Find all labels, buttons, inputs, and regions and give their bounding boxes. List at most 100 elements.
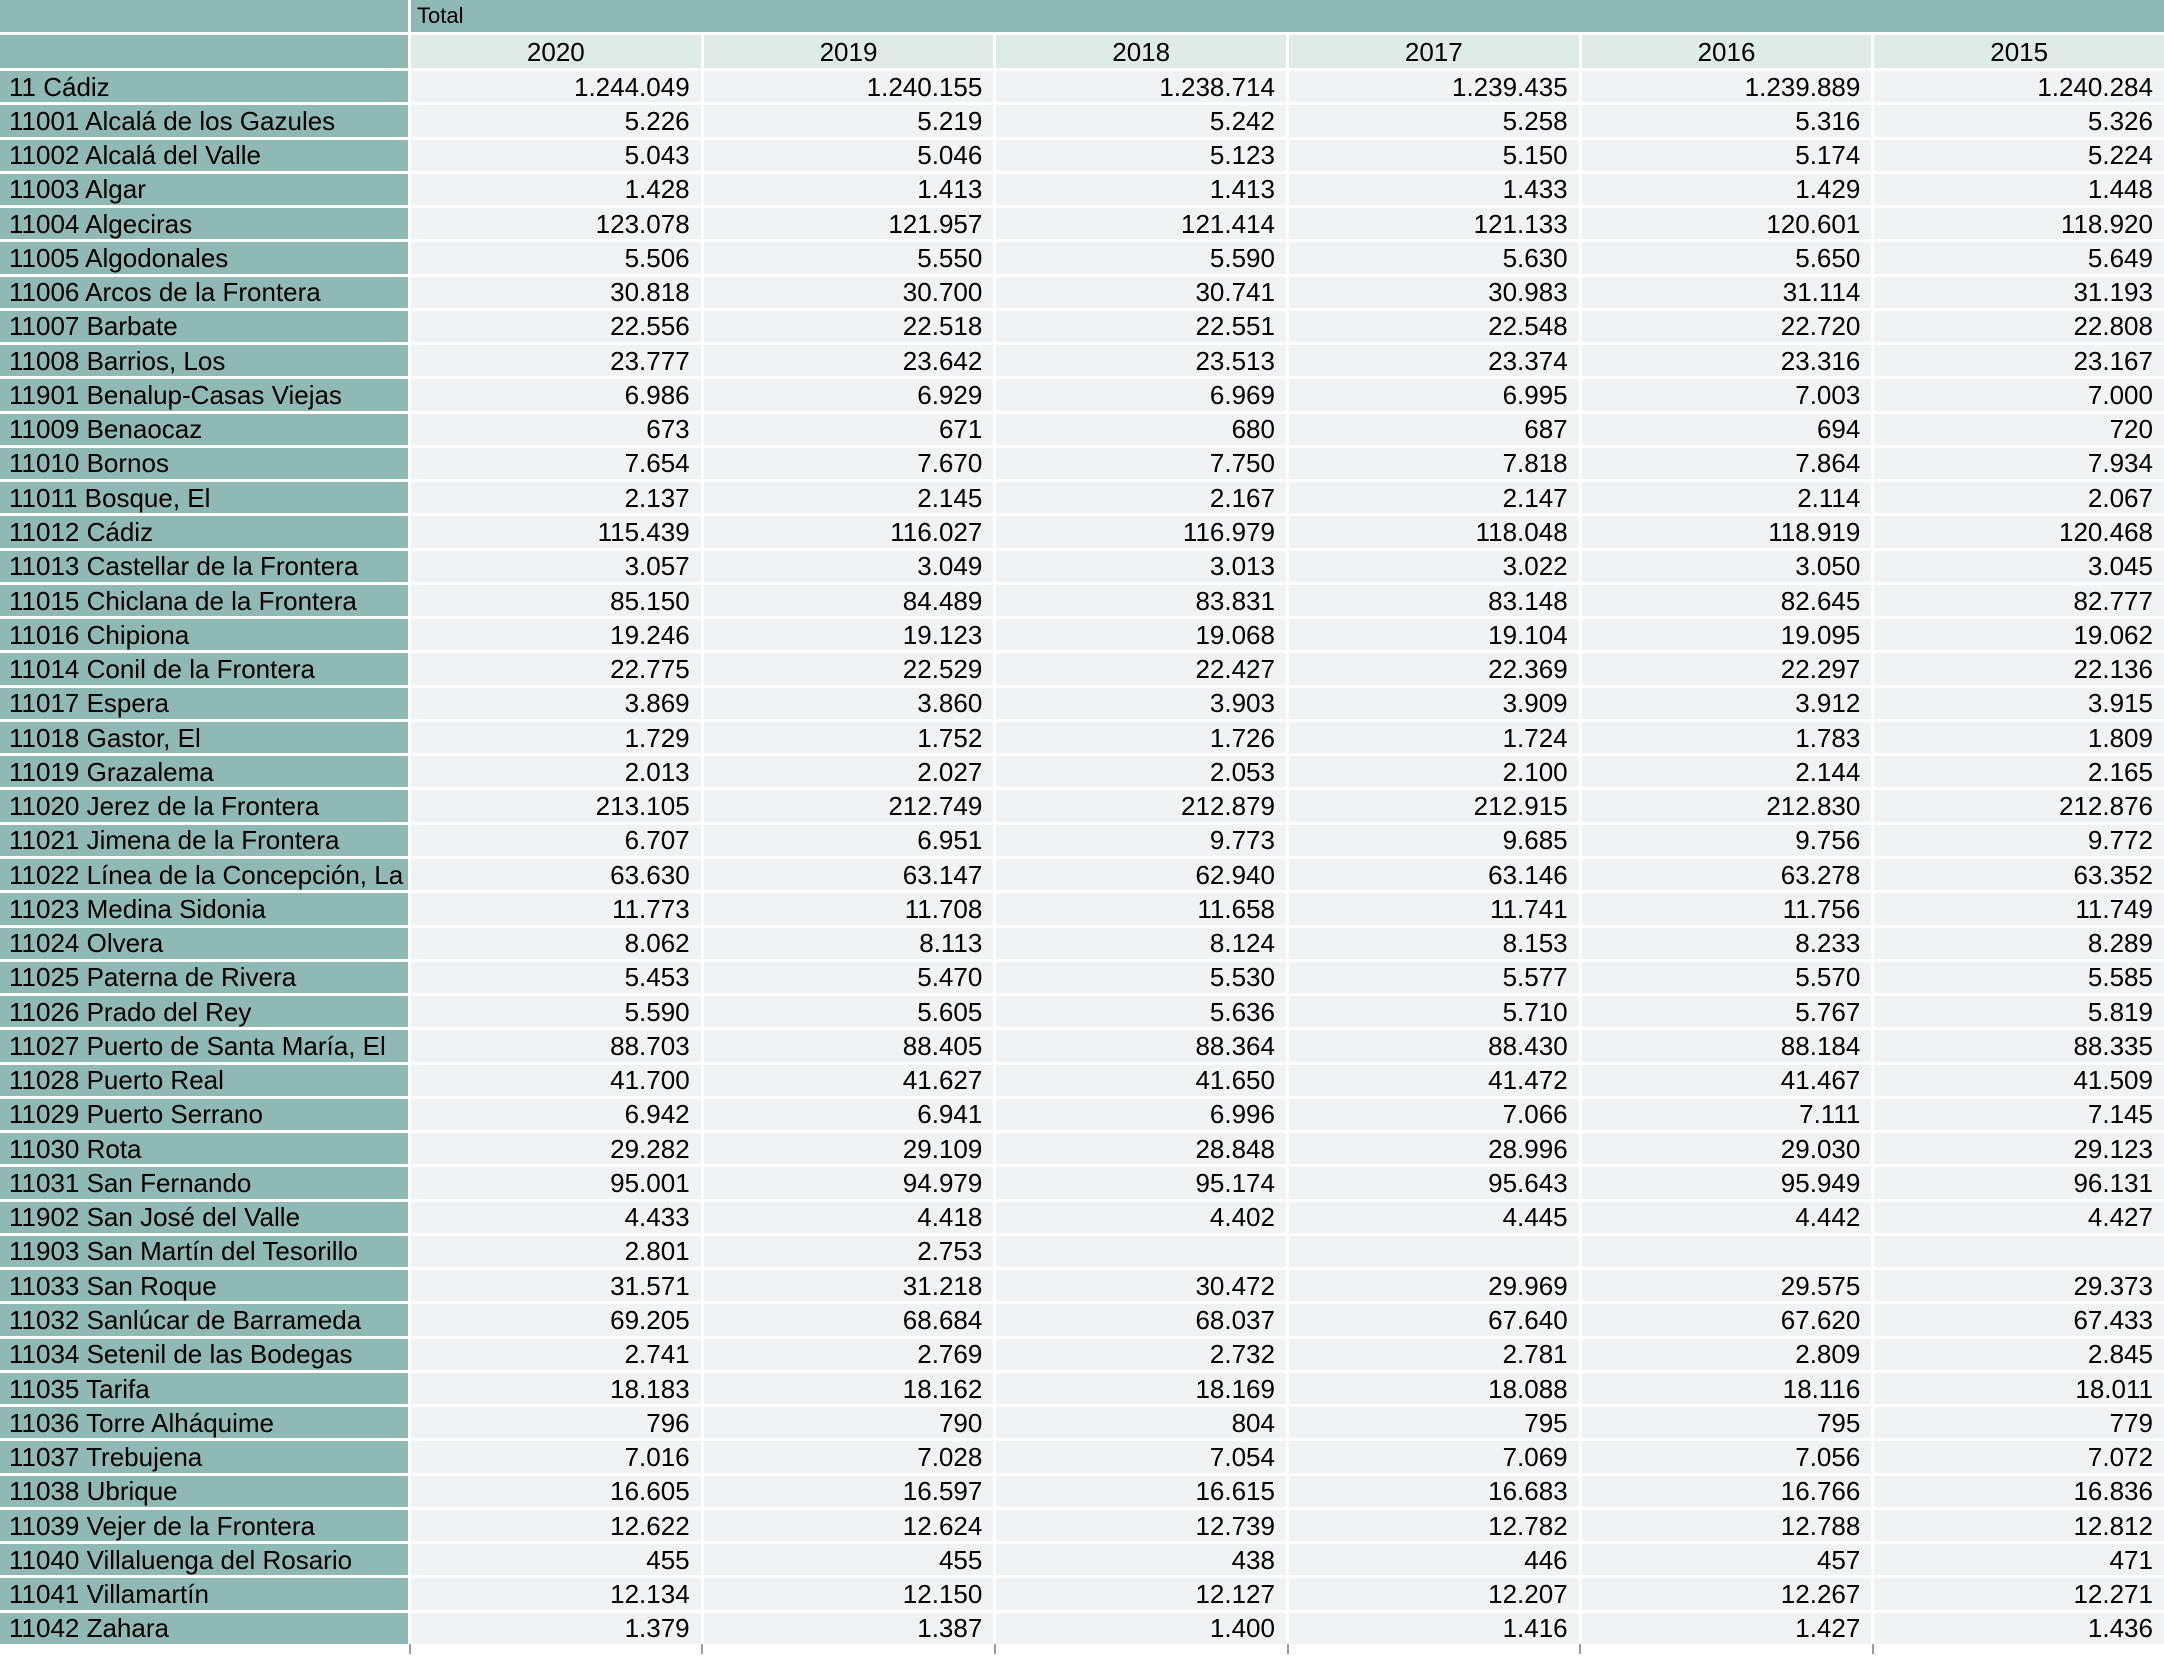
value-cell: 5.242 [996,105,1286,137]
value-cell: 29.123 [1874,1133,2164,1165]
value-cell: 120.468 [1874,516,2164,548]
value-cell: 3.912 [1581,687,1872,719]
value-cell: 2.100 [1288,756,1579,788]
value-cell: 5.123 [996,139,1286,171]
corner-cell [0,0,408,32]
value-cell: 11.658 [996,893,1286,925]
municipality-name-cell: 11035 Tarifa [0,1372,408,1405]
value-cell: 212.876 [1874,790,2164,822]
value-cell: 1.726 [996,721,1286,754]
value-cell: 82.777 [1874,584,2164,617]
value-cell: 12.207 [1288,1578,1579,1610]
value-cell: 11.749 [1874,893,2164,925]
value-cell: 6.707 [411,824,701,856]
value-cell: 18.088 [1288,1372,1579,1405]
value-cell [996,1235,1286,1268]
value-cell: 84.489 [703,584,994,617]
value-cell: 118.048 [1288,516,1579,548]
municipality-name-cell: 11010 Bornos [0,447,408,480]
value-cell: 5.605 [703,996,994,1028]
municipality-name-cell: 11001 Alcalá de los Gazules [0,105,408,137]
value-cell: 67.433 [1874,1304,2164,1336]
municipality-name-cell: 11029 Puerto Serrano [0,1098,408,1131]
value-cell: 12.622 [411,1509,701,1542]
value-cell: 41.467 [1581,1064,1872,1096]
value-cell: 7.054 [996,1441,1286,1473]
value-cell: 116.979 [996,516,1286,548]
municipality-name-cell: 11009 Benaocaz [0,413,408,445]
value-cell: 8.062 [411,927,701,959]
municipality-name-cell: 11007 Barbate [0,310,408,343]
value-cell: 41.509 [1874,1064,2164,1096]
column-tick [701,1644,704,1654]
value-cell: 5.043 [411,139,701,171]
value-cell: 5.577 [1288,961,1579,994]
value-cell: 67.640 [1288,1304,1579,1336]
municipality-name-cell: 11020 Jerez de la Frontera [0,790,408,822]
value-cell: 790 [703,1407,994,1439]
municipality-name-cell: 11019 Grazalema [0,756,408,788]
value-cell: 116.027 [703,516,994,548]
municipality-name-cell: 11015 Chiclana de la Frontera [0,584,408,617]
value-cell: 1.239.435 [1288,71,1579,103]
value-cell: 5.590 [996,242,1286,274]
value-cell: 455 [703,1544,994,1576]
value-cell: 22.297 [1581,653,1872,685]
value-cell: 29.373 [1874,1270,2164,1302]
value-cell: 6.941 [703,1098,994,1131]
value-cell: 694 [1581,413,1872,445]
year-column-header: 2020 [411,35,701,68]
municipality-name-cell: 11039 Vejer de la Frontera [0,1509,408,1542]
year-column-header: 2015 [1874,35,2164,68]
value-cell: 1.783 [1581,721,1872,754]
value-cell: 2.845 [1874,1338,2164,1370]
municipality-name-cell: 11024 Olvera [0,927,408,959]
value-cell: 5.046 [703,139,994,171]
value-cell: 30.472 [996,1270,1286,1302]
value-cell: 12.134 [411,1578,701,1610]
municipality-name-cell: 11003 Algar [0,173,408,206]
value-cell [1581,1235,1872,1268]
municipality-name-cell: 11042 Zahara [0,1612,408,1644]
value-cell: 85.150 [411,584,701,617]
value-cell: 41.472 [1288,1064,1579,1096]
value-cell: 19.062 [1874,619,2164,651]
municipality-name-cell: 11041 Villamartín [0,1578,408,1610]
value-cell: 31.571 [411,1270,701,1302]
municipality-name-cell: 11040 Villaluenga del Rosario [0,1544,408,1576]
value-cell: 9.773 [996,824,1286,856]
value-cell: 4.433 [411,1201,701,1233]
value-cell: 6.942 [411,1098,701,1131]
value-cell: 2.013 [411,756,701,788]
value-cell: 41.650 [996,1064,1286,1096]
value-cell: 22.556 [411,310,701,343]
value-cell: 5.819 [1874,996,2164,1028]
value-cell: 31.114 [1581,276,1872,308]
value-cell: 3.909 [1288,687,1579,719]
value-cell: 7.864 [1581,447,1872,480]
municipality-name-cell: 11011 Bosque, El [0,482,408,514]
value-cell: 438 [996,1544,1286,1576]
value-cell: 19.068 [996,619,1286,651]
value-cell: 7.072 [1874,1441,2164,1473]
value-cell: 23.374 [1288,345,1579,377]
municipality-name-cell: 11022 Línea de la Concepción, La [0,859,408,891]
value-cell: 471 [1874,1544,2164,1576]
value-cell: 31.193 [1874,276,2164,308]
value-cell: 23.167 [1874,345,2164,377]
value-cell: 88.184 [1581,1030,1872,1062]
value-cell: 1.379 [411,1612,701,1644]
value-cell: 31.218 [703,1270,994,1302]
value-cell: 16.615 [996,1475,1286,1507]
value-cell: 2.147 [1288,482,1579,514]
municipality-name-cell: 11023 Medina Sidonia [0,893,408,925]
value-cell: 3.915 [1874,687,2164,719]
column-tick [408,1644,411,1654]
value-cell: 455 [411,1544,701,1576]
value-cell: 5.530 [996,961,1286,994]
table-title: Total [411,0,2164,32]
value-cell: 11.756 [1581,893,1872,925]
value-cell: 7.056 [1581,1441,1872,1473]
value-cell: 720 [1874,413,2164,445]
value-cell: 18.169 [996,1372,1286,1405]
